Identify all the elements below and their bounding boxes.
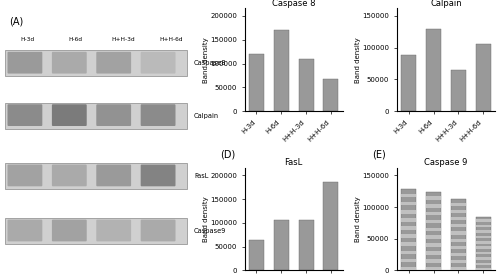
Bar xyxy=(426,267,441,270)
Text: H-3d: H-3d xyxy=(20,37,35,42)
Bar xyxy=(402,267,416,270)
FancyBboxPatch shape xyxy=(8,164,42,186)
Bar xyxy=(426,243,441,247)
Bar xyxy=(476,241,490,243)
Bar xyxy=(298,59,314,111)
FancyBboxPatch shape xyxy=(140,52,175,74)
Bar xyxy=(402,55,416,111)
Bar xyxy=(426,192,441,270)
Bar xyxy=(476,246,490,249)
FancyBboxPatch shape xyxy=(96,164,131,186)
Bar xyxy=(476,236,490,238)
Bar xyxy=(451,70,466,111)
Bar xyxy=(402,234,416,238)
Text: Caspase9: Caspase9 xyxy=(194,228,226,234)
FancyBboxPatch shape xyxy=(52,220,86,242)
Bar xyxy=(274,30,288,111)
Title: Calpain: Calpain xyxy=(430,0,462,7)
Bar xyxy=(426,235,441,239)
Title: Caspase 8: Caspase 8 xyxy=(272,0,316,7)
FancyBboxPatch shape xyxy=(96,52,131,74)
Bar xyxy=(451,210,466,213)
Y-axis label: Band density: Band density xyxy=(355,37,361,83)
Y-axis label: Band density: Band density xyxy=(202,196,208,242)
Text: H-6d: H-6d xyxy=(68,37,82,42)
Bar xyxy=(298,219,314,270)
Bar xyxy=(451,231,466,235)
Text: (E): (E) xyxy=(372,149,386,159)
Bar xyxy=(402,218,416,222)
Text: Caspase8: Caspase8 xyxy=(194,60,226,66)
Bar xyxy=(451,199,466,270)
Text: Calpain: Calpain xyxy=(194,113,219,119)
FancyBboxPatch shape xyxy=(140,164,175,186)
Text: (A): (A) xyxy=(10,16,24,26)
Bar xyxy=(426,251,441,255)
Title: Caspase 9: Caspase 9 xyxy=(424,158,468,167)
Bar xyxy=(426,196,441,200)
Bar xyxy=(476,230,490,233)
Bar xyxy=(402,226,416,230)
FancyBboxPatch shape xyxy=(52,164,86,186)
Bar xyxy=(476,225,490,227)
Bar xyxy=(451,246,466,249)
Bar xyxy=(274,221,288,270)
Bar xyxy=(451,253,466,256)
FancyBboxPatch shape xyxy=(8,220,42,242)
Text: (D): (D) xyxy=(220,149,236,159)
Bar xyxy=(476,263,490,265)
Bar xyxy=(402,194,416,197)
Bar xyxy=(426,204,441,208)
Bar xyxy=(476,257,490,260)
FancyBboxPatch shape xyxy=(96,220,131,242)
Text: FasL: FasL xyxy=(194,173,208,179)
FancyBboxPatch shape xyxy=(5,163,187,189)
FancyBboxPatch shape xyxy=(8,104,42,126)
FancyBboxPatch shape xyxy=(52,104,86,126)
FancyBboxPatch shape xyxy=(5,218,187,244)
Bar xyxy=(426,212,441,215)
FancyBboxPatch shape xyxy=(5,103,187,129)
Bar xyxy=(402,210,416,214)
FancyBboxPatch shape xyxy=(140,104,175,126)
Bar xyxy=(426,259,441,262)
Y-axis label: Band density: Band density xyxy=(355,196,361,242)
FancyBboxPatch shape xyxy=(8,52,42,74)
Bar xyxy=(476,252,490,254)
Bar xyxy=(402,259,416,262)
Title: FasL: FasL xyxy=(284,158,303,167)
Bar xyxy=(426,220,441,223)
Text: H+H-3d: H+H-3d xyxy=(112,37,135,42)
Bar xyxy=(476,219,490,222)
Bar xyxy=(426,29,441,111)
Bar xyxy=(451,267,466,270)
Bar xyxy=(451,217,466,220)
Bar xyxy=(476,44,490,111)
FancyBboxPatch shape xyxy=(52,52,86,74)
Bar xyxy=(451,238,466,242)
Bar xyxy=(402,251,416,254)
Bar xyxy=(476,217,490,270)
Bar xyxy=(249,240,264,270)
Text: H+H-6d: H+H-6d xyxy=(160,37,183,42)
Y-axis label: Band density: Band density xyxy=(202,37,208,83)
Bar xyxy=(324,182,338,270)
Bar xyxy=(402,202,416,206)
FancyBboxPatch shape xyxy=(96,104,131,126)
Bar xyxy=(324,79,338,111)
FancyBboxPatch shape xyxy=(140,220,175,242)
Bar xyxy=(249,54,264,111)
Bar xyxy=(451,224,466,227)
Bar xyxy=(451,203,466,206)
Bar xyxy=(402,242,416,246)
Bar xyxy=(402,189,416,270)
Bar xyxy=(476,268,490,270)
Bar xyxy=(451,260,466,263)
Bar xyxy=(426,228,441,231)
FancyBboxPatch shape xyxy=(5,50,187,76)
